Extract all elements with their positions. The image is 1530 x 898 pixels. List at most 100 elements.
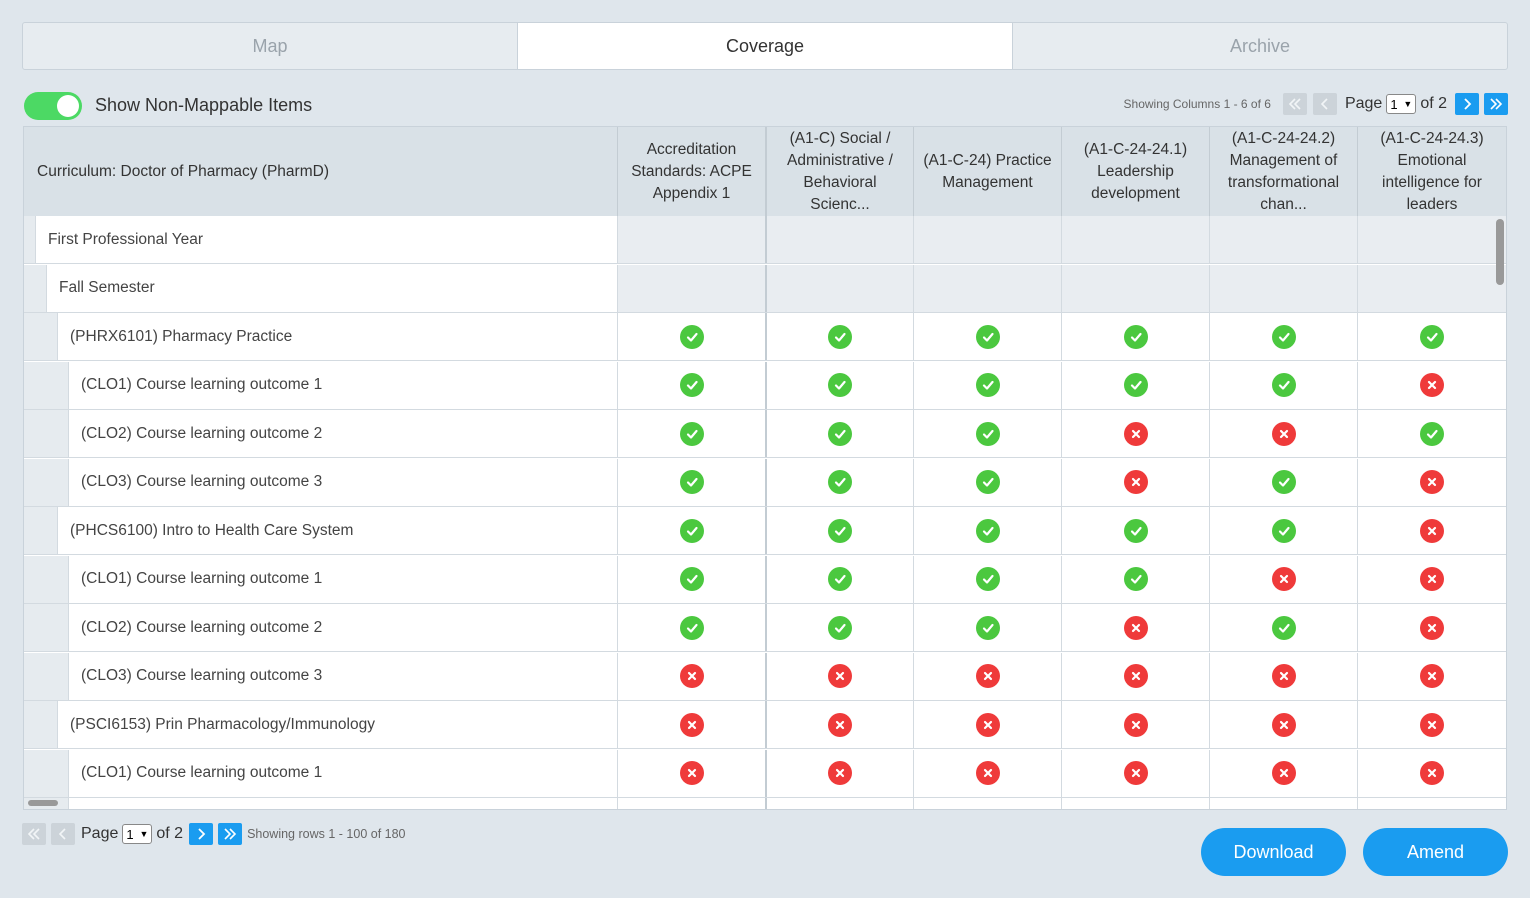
column-header[interactable]: (A1-C-24-24.2) Management of transformat… <box>1209 127 1357 216</box>
coverage-cell[interactable] <box>1061 361 1209 409</box>
row-label[interactable]: (CLO3) Course learning outcome 3 <box>68 458 617 506</box>
column-header[interactable]: Accreditation Standards: ACPE Appendix 1 <box>617 127 765 216</box>
coverage-cell[interactable] <box>1209 264 1357 312</box>
coverage-cell[interactable] <box>617 798 765 809</box>
coverage-cell[interactable] <box>1061 749 1209 797</box>
coverage-cell[interactable] <box>913 216 1061 263</box>
coverage-cell[interactable] <box>1357 216 1506 263</box>
coverage-cell[interactable] <box>1061 507 1209 554</box>
last-page-icon[interactable] <box>1484 93 1508 115</box>
coverage-cell[interactable] <box>1357 701 1506 748</box>
coverage-cell[interactable] <box>1209 798 1357 809</box>
column-header[interactable]: (A1-C-24-24.3) Emotional intelligence fo… <box>1357 127 1506 216</box>
coverage-cell[interactable] <box>1061 798 1209 809</box>
coverage-cell[interactable] <box>1209 410 1357 457</box>
coverage-cell[interactable] <box>1357 264 1506 312</box>
coverage-cell[interactable] <box>1357 604 1506 651</box>
coverage-cell[interactable] <box>913 798 1061 809</box>
coverage-cell[interactable] <box>765 410 913 457</box>
coverage-cell[interactable] <box>617 652 765 700</box>
coverage-cell[interactable] <box>913 652 1061 700</box>
vertical-scrollbar[interactable] <box>1496 219 1504 285</box>
coverage-cell[interactable] <box>1061 604 1209 651</box>
coverage-cell[interactable] <box>1061 458 1209 506</box>
coverage-cell[interactable] <box>1209 507 1357 554</box>
row-label[interactable]: (CLO3) Course learning outcome 3 <box>68 652 617 700</box>
prev-page-icon[interactable] <box>1312 93 1337 115</box>
coverage-cell[interactable] <box>617 361 765 409</box>
coverage-cell[interactable] <box>1357 507 1506 554</box>
coverage-cell[interactable] <box>617 749 765 797</box>
row-label[interactable]: (PHCS6100) Intro to Health Care System <box>57 507 617 554</box>
coverage-cell[interactable] <box>765 555 913 603</box>
row-label[interactable] <box>68 798 617 809</box>
coverage-cell[interactable] <box>1061 264 1209 312</box>
coverage-cell[interactable] <box>765 264 913 312</box>
download-button[interactable]: Download <box>1201 828 1346 876</box>
first-page-icon[interactable] <box>1282 93 1307 115</box>
coverage-cell[interactable] <box>1357 749 1506 797</box>
coverage-cell[interactable] <box>1061 555 1209 603</box>
coverage-cell[interactable] <box>913 264 1061 312</box>
row-label[interactable]: (CLO2) Course learning outcome 2 <box>68 604 617 651</box>
row-label[interactable]: (CLO1) Course learning outcome 1 <box>68 749 617 797</box>
coverage-cell[interactable] <box>1209 652 1357 700</box>
coverage-cell[interactable] <box>765 507 913 554</box>
tab-archive[interactable]: Archive <box>1229 35 1291 56</box>
next-page-icon[interactable] <box>189 823 214 845</box>
coverage-cell[interactable] <box>1061 652 1209 700</box>
row-label[interactable]: (CLO1) Course learning outcome 1 <box>68 361 617 409</box>
coverage-cell[interactable] <box>1209 458 1357 506</box>
row-label[interactable]: First Professional Year <box>35 216 617 263</box>
coverage-cell[interactable] <box>1357 410 1506 457</box>
row-label[interactable]: Fall Semester <box>46 264 617 312</box>
coverage-cell[interactable] <box>1209 361 1357 409</box>
row-label[interactable]: (CLO2) Course learning outcome 2 <box>68 410 617 457</box>
coverage-cell[interactable] <box>1209 555 1357 603</box>
row-label[interactable]: (PSCI6153) Prin Pharmacology/Immunology <box>57 701 617 748</box>
coverage-cell[interactable] <box>617 410 765 457</box>
coverage-cell[interactable] <box>1061 216 1209 263</box>
coverage-cell[interactable] <box>765 749 913 797</box>
amend-button[interactable]: Amend <box>1363 828 1508 876</box>
column-header[interactable]: (A1-C-24) Practice Management <box>913 127 1061 216</box>
coverage-cell[interactable] <box>913 701 1061 748</box>
coverage-cell[interactable] <box>765 652 913 700</box>
coverage-cell[interactable] <box>765 313 913 360</box>
coverage-cell[interactable] <box>617 507 765 554</box>
coverage-cell[interactable] <box>1209 604 1357 651</box>
row-label[interactable]: (PHRX6101) Pharmacy Practice <box>57 313 617 360</box>
tab-map[interactable]: Map <box>23 23 518 69</box>
coverage-cell[interactable] <box>913 507 1061 554</box>
coverage-cell[interactable] <box>1061 701 1209 748</box>
coverage-cell[interactable] <box>1061 313 1209 360</box>
column-header[interactable]: (A1-C) Social / Administrative / Behavio… <box>765 127 913 216</box>
next-page-icon[interactable] <box>1455 93 1479 115</box>
tab-coverage[interactable]: Coverage <box>518 23 1013 69</box>
horizontal-scrollbar[interactable] <box>28 800 58 806</box>
coverage-cell[interactable] <box>1357 361 1506 409</box>
coverage-cell[interactable] <box>1209 216 1357 263</box>
coverage-cell[interactable] <box>617 458 765 506</box>
coverage-cell[interactable] <box>765 361 913 409</box>
coverage-cell[interactable] <box>765 798 913 809</box>
coverage-cell[interactable] <box>913 410 1061 457</box>
coverage-cell[interactable] <box>765 458 913 506</box>
coverage-cell[interactable] <box>617 313 765 360</box>
coverage-cell[interactable] <box>617 701 765 748</box>
coverage-cell[interactable] <box>1209 701 1357 748</box>
coverage-cell[interactable] <box>1357 555 1506 603</box>
prev-page-icon[interactable] <box>51 823 75 845</box>
coverage-cell[interactable] <box>1357 652 1506 700</box>
coverage-cell[interactable] <box>1357 798 1506 809</box>
column-header[interactable]: (A1-C-24-24.1) Leadership development <box>1061 127 1209 216</box>
coverage-cell[interactable] <box>617 604 765 651</box>
coverage-cell[interactable] <box>617 264 765 312</box>
coverage-cell[interactable] <box>913 749 1061 797</box>
coverage-cell[interactable] <box>765 216 913 263</box>
coverage-cell[interactable] <box>913 458 1061 506</box>
coverage-cell[interactable] <box>765 701 913 748</box>
row-label[interactable]: (CLO1) Course learning outcome 1 <box>68 555 617 603</box>
coverage-cell[interactable] <box>1357 313 1506 360</box>
last-page-icon[interactable] <box>218 823 243 845</box>
